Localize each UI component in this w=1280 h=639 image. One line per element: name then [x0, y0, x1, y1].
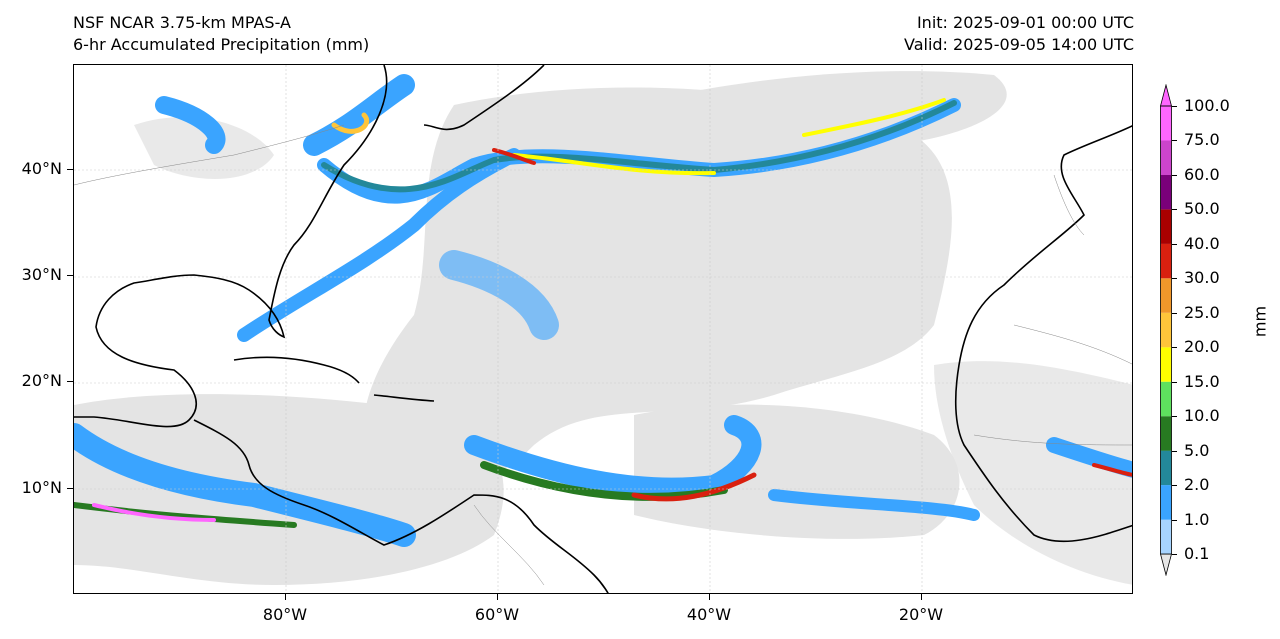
colorbar-tick — [1172, 140, 1177, 142]
colorbar-level-label: 25.0 — [1184, 302, 1220, 322]
colorbar-tick — [1172, 347, 1177, 349]
lat-label-40n: 40°N — [21, 159, 62, 178]
colorbar-segment — [1160, 450, 1172, 486]
colorbar-level-label: 2.0 — [1184, 475, 1210, 495]
chart-title-block: NSF NCAR 3.75-km MPAS-A 6-hr Accumulated… — [73, 12, 369, 56]
colorbar-level-label: 30.0 — [1184, 268, 1220, 288]
colorbar-tick — [1172, 416, 1177, 418]
colorbar-segment — [1160, 519, 1172, 554]
colorbar-tick — [1172, 243, 1177, 245]
colorbar-segment — [1160, 209, 1172, 244]
colorbar-frame — [1160, 105, 1172, 555]
colorbar-segment — [1160, 381, 1172, 417]
colorbar-level-label: 60.0 — [1184, 164, 1220, 184]
lat-tick — [67, 169, 73, 170]
heavy-precip-cores — [92, 98, 1132, 522]
lon-label-80w: 80°W — [262, 605, 308, 624]
colorbar-level-label: 50.0 — [1184, 199, 1220, 219]
colorbar-segment — [1160, 106, 1172, 141]
colorbar-segment — [1160, 174, 1172, 210]
colorbar-level-label: 75.0 — [1184, 130, 1220, 150]
colorbar — [1160, 84, 1172, 576]
lat-tick — [67, 381, 73, 382]
lon-label-20w: 20°W — [898, 605, 944, 624]
colorbar-tick — [1172, 485, 1177, 487]
colorbar-segment — [1160, 243, 1172, 279]
colorbar-level-label: 10.0 — [1184, 406, 1220, 426]
colorbar-level-label: 5.0 — [1184, 440, 1210, 460]
lat-label-30n: 30°N — [21, 265, 62, 284]
lat-tick — [67, 275, 73, 276]
lon-label-60w: 60°W — [474, 605, 520, 624]
colorbar-level-label: 40.0 — [1184, 233, 1220, 253]
light-precip-coverage — [74, 71, 1132, 585]
init-time: Init: 2025-09-01 00:00 UTC — [916, 13, 1134, 32]
colorbar-level-label: 0.1 — [1184, 544, 1210, 563]
lon-tick — [709, 594, 710, 600]
field-title: 6-hr Accumulated Precipitation (mm) — [73, 35, 370, 54]
colorbar-extend-max — [1160, 84, 1172, 107]
lat-label-20n: 20°N — [21, 371, 62, 390]
colorbar-tick — [1172, 519, 1177, 521]
colorbar-level-label: 100.0 — [1184, 96, 1230, 115]
model-title: NSF NCAR 3.75-km MPAS-A — [73, 13, 291, 32]
lon-tick — [497, 594, 498, 600]
valid-time: Valid: 2025-09-05 14:00 UTC — [903, 35, 1134, 54]
colorbar-tick — [1172, 450, 1177, 452]
precipitation-map — [73, 64, 1133, 594]
colorbar-segment — [1160, 416, 1172, 451]
colorbar-tick — [1172, 312, 1177, 314]
colorbar-tick — [1172, 554, 1177, 555]
colorbar-level-label: 15.0 — [1184, 371, 1220, 391]
lon-tick — [285, 594, 286, 600]
lon-label-40w: 40°W — [686, 605, 732, 624]
colorbar-level-label: 20.0 — [1184, 337, 1220, 357]
colorbar-level-label: 1.0 — [1184, 509, 1210, 529]
colorbar-segment — [1160, 347, 1172, 382]
map-canvas — [74, 65, 1132, 593]
colorbar-tick — [1172, 278, 1177, 280]
time-block: Init: 2025-09-01 00:00 UTC Valid: 2025-0… — [904, 12, 1134, 56]
coastlines — [74, 65, 1132, 593]
colorbar-unit: mm — [1250, 305, 1270, 338]
colorbar-tick — [1172, 106, 1177, 107]
colorbar-segment — [1160, 312, 1172, 348]
lon-tick — [921, 594, 922, 600]
lat-tick — [67, 488, 73, 489]
colorbar-tick — [1172, 174, 1177, 176]
colorbar-extend-min — [1160, 553, 1172, 576]
colorbar-segment — [1160, 278, 1172, 313]
lat-label-10n: 10°N — [21, 478, 62, 497]
colorbar-tick — [1172, 381, 1177, 383]
colorbar-segment — [1160, 485, 1172, 520]
graticule — [74, 65, 1132, 593]
country-borders — [74, 124, 1132, 586]
colorbar-segment — [1160, 140, 1172, 175]
colorbar-tick — [1172, 209, 1177, 211]
